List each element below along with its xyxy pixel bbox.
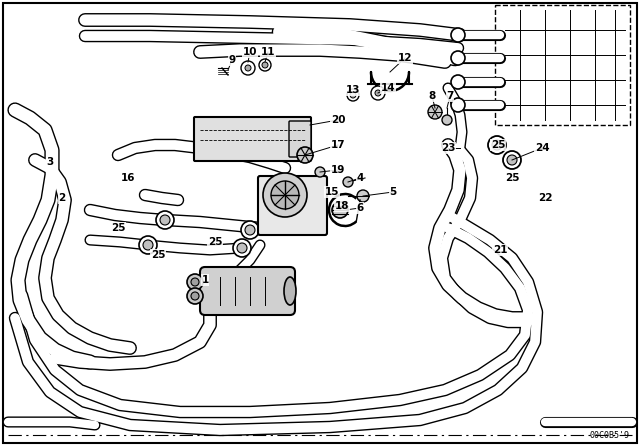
Text: 16: 16 xyxy=(121,173,135,183)
Text: 7: 7 xyxy=(446,91,454,101)
Circle shape xyxy=(262,62,268,68)
Circle shape xyxy=(241,61,255,75)
Circle shape xyxy=(315,167,325,177)
Text: 5: 5 xyxy=(389,187,397,197)
Circle shape xyxy=(191,292,199,300)
Text: 15: 15 xyxy=(324,187,339,197)
FancyBboxPatch shape xyxy=(194,117,311,161)
Text: 25: 25 xyxy=(111,223,125,233)
Circle shape xyxy=(451,98,465,112)
Circle shape xyxy=(442,115,452,125)
Text: 22: 22 xyxy=(538,193,552,203)
Circle shape xyxy=(503,151,521,169)
Text: 10: 10 xyxy=(243,47,257,57)
Circle shape xyxy=(143,240,153,250)
Circle shape xyxy=(156,211,174,229)
FancyBboxPatch shape xyxy=(289,121,311,157)
Circle shape xyxy=(263,173,307,217)
Circle shape xyxy=(191,278,199,286)
Text: 24: 24 xyxy=(534,143,549,153)
Text: 19: 19 xyxy=(331,165,345,175)
Circle shape xyxy=(259,59,271,71)
Text: 1: 1 xyxy=(202,275,209,285)
Text: 20: 20 xyxy=(331,115,345,125)
Circle shape xyxy=(428,105,442,119)
Circle shape xyxy=(271,181,299,209)
Circle shape xyxy=(343,177,353,187)
Text: 25: 25 xyxy=(208,237,222,247)
Text: 21: 21 xyxy=(493,245,508,255)
Circle shape xyxy=(371,86,385,100)
Circle shape xyxy=(492,140,502,150)
Circle shape xyxy=(350,92,356,98)
Circle shape xyxy=(297,147,313,163)
Circle shape xyxy=(332,202,348,218)
Circle shape xyxy=(245,65,251,71)
Circle shape xyxy=(451,75,465,89)
FancyBboxPatch shape xyxy=(200,267,295,315)
Bar xyxy=(495,5,630,125)
Text: 4: 4 xyxy=(356,173,364,183)
Circle shape xyxy=(187,288,203,304)
Circle shape xyxy=(357,190,369,202)
Circle shape xyxy=(233,239,251,257)
Text: 3: 3 xyxy=(46,157,54,167)
Circle shape xyxy=(507,155,517,165)
Circle shape xyxy=(187,274,203,290)
Circle shape xyxy=(241,221,259,239)
Text: 9: 9 xyxy=(228,55,236,65)
Text: 23: 23 xyxy=(441,143,455,153)
Ellipse shape xyxy=(284,277,296,305)
Circle shape xyxy=(237,243,247,253)
Circle shape xyxy=(347,89,359,101)
Text: 25: 25 xyxy=(491,140,505,150)
Text: 12: 12 xyxy=(397,53,412,63)
Text: 18: 18 xyxy=(335,201,349,211)
Text: 17: 17 xyxy=(331,140,346,150)
Circle shape xyxy=(139,236,157,254)
Text: 8: 8 xyxy=(428,91,436,101)
Text: 13: 13 xyxy=(346,85,360,95)
Text: 00C0B5'9: 00C0B5'9 xyxy=(590,431,630,440)
Circle shape xyxy=(451,28,465,42)
Text: 11: 11 xyxy=(260,47,275,57)
Text: 25: 25 xyxy=(151,250,165,260)
Circle shape xyxy=(451,51,465,65)
Circle shape xyxy=(488,136,506,154)
Text: 25: 25 xyxy=(505,173,519,183)
FancyBboxPatch shape xyxy=(258,176,327,235)
Text: 6: 6 xyxy=(356,203,364,213)
Circle shape xyxy=(160,215,170,225)
Text: 2: 2 xyxy=(58,193,66,203)
Circle shape xyxy=(375,90,381,96)
Circle shape xyxy=(245,225,255,235)
Text: 14: 14 xyxy=(381,83,396,93)
